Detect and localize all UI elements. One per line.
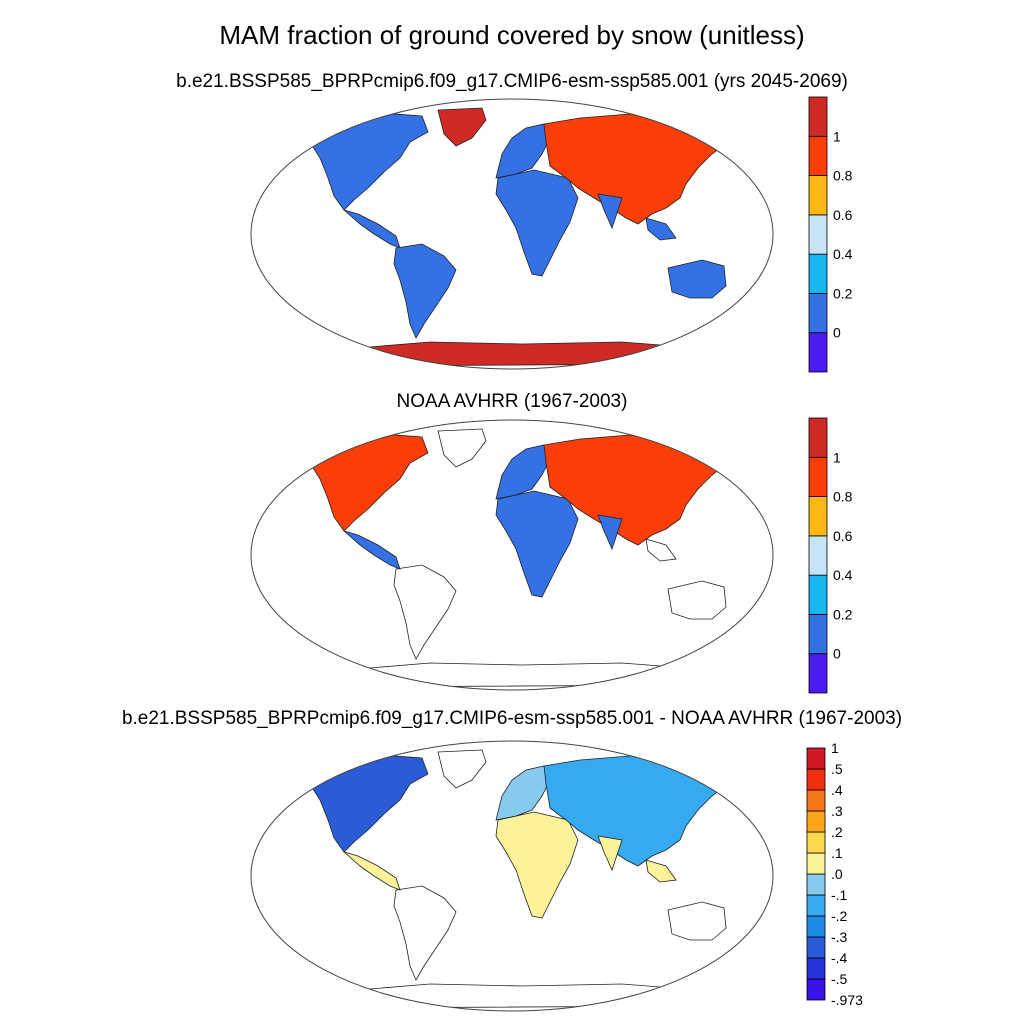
colorbar-segment <box>806 978 826 1001</box>
colorbar-segment <box>808 135 828 176</box>
colorbar-segment <box>806 873 826 896</box>
figure-title: MAM fraction of ground covered by snow (… <box>219 20 805 50</box>
colorbar-label: -.4 <box>831 950 848 966</box>
colorbar-segment <box>808 496 828 537</box>
landmass-aus <box>667 259 727 299</box>
landmass-afr <box>495 169 579 277</box>
map-panel-2 <box>250 419 774 691</box>
landmass-ant <box>331 341 707 367</box>
colorbar-segment <box>806 831 826 854</box>
landmass-sa <box>393 243 457 339</box>
colorbar-label: 0.4 <box>833 246 853 262</box>
map-outline <box>250 98 774 370</box>
colorbar-label: -.3 <box>831 929 848 945</box>
colorbar-label: -.5 <box>831 971 848 987</box>
landmass-afr <box>495 490 579 598</box>
colorbar-label: 0 <box>833 646 841 662</box>
landmass-afr <box>495 811 579 919</box>
panel-1-title: b.e21.BSSP585_BPRPcmip6.f09_g17.CMIP6-es… <box>176 71 848 92</box>
colorbar-label: .2 <box>831 824 843 840</box>
colorbar-label: .1 <box>831 845 843 861</box>
landmass-gl <box>437 749 487 789</box>
colorbar-segment <box>808 574 828 615</box>
colorbar-label: -.2 <box>831 908 848 924</box>
colorbar-segment <box>808 614 828 655</box>
landmass-ca <box>343 209 401 249</box>
colorbar-label: -.973 <box>831 992 863 1008</box>
colorbar-segment <box>808 96 828 137</box>
colorbar-segment <box>808 417 828 458</box>
colorbar-label: -.1 <box>831 887 848 903</box>
colorbar-segment <box>806 957 826 980</box>
colorbar-label: .0 <box>831 866 843 882</box>
landmass-sa <box>393 564 457 660</box>
panel-3-title: b.e21.BSSP585_BPRPcmip6.f09_g17.CMIP6-es… <box>121 708 903 729</box>
landmass-na <box>309 753 429 853</box>
colorbar-segment <box>808 653 828 694</box>
colorbar-label: 1 <box>833 128 841 144</box>
landmass-eur <box>495 123 551 179</box>
landmass-ant <box>331 983 707 1009</box>
colorbar-label: 0.8 <box>833 489 853 505</box>
colorbar-label: .5 <box>831 761 843 777</box>
landmass-sea <box>645 538 677 562</box>
landmass-na <box>309 432 429 532</box>
landmass-eur <box>495 765 551 821</box>
colorbar-segment <box>808 535 828 576</box>
landmass-eur <box>495 444 551 500</box>
colorbar-1: 0 0.2 0.4 0.6 0.8 1 <box>808 96 853 373</box>
map-outline <box>250 740 774 1012</box>
map-panel-3 <box>250 740 774 1012</box>
landmass-sa <box>393 885 457 981</box>
map-outline <box>250 419 774 691</box>
colorbar-3: -.973 -.5 -.4 -.3 -.2 -.1 .0 .1 .2 .3 .4 .5 1 <box>806 740 863 1008</box>
colorbar-label: 0.6 <box>833 207 853 223</box>
colorbar-label: 0.2 <box>833 285 853 301</box>
colorbar-segment <box>806 747 826 770</box>
landmass-sea <box>645 217 677 241</box>
colorbar-segment <box>806 789 826 812</box>
colorbar-segment <box>806 915 826 938</box>
landmass-ind <box>597 514 623 551</box>
colorbar-label: 0.6 <box>833 528 853 544</box>
colorbar-segment <box>806 768 826 791</box>
landmass-gl <box>437 107 487 147</box>
colorbar-segment <box>808 332 828 373</box>
panel-2-title: NOAA AVHRR (1967-2003) <box>396 391 628 412</box>
landmass-aus <box>667 580 727 620</box>
colorbar-segment <box>808 456 828 497</box>
colorbar-label: .3 <box>831 803 843 819</box>
map-panel-1 <box>250 98 774 370</box>
colorbar-segment <box>806 852 826 875</box>
colorbar-label: 0.8 <box>833 168 853 184</box>
landmass-ca <box>343 530 401 570</box>
colorbar-label: 0 <box>833 325 841 341</box>
colorbar-label: .4 <box>831 782 843 798</box>
colorbar-label: 1 <box>833 449 841 465</box>
colorbar-segment <box>806 894 826 917</box>
colorbar-segment <box>806 936 826 959</box>
landmass-ant <box>331 662 707 688</box>
colorbar-2: 0 0.2 0.4 0.6 0.8 1 <box>808 417 853 694</box>
colorbar-label: 0.2 <box>833 606 853 622</box>
colorbar-segment <box>808 214 828 255</box>
colorbar-segment <box>808 293 828 334</box>
colorbar-segment <box>808 253 828 294</box>
landmass-aus <box>667 901 727 941</box>
landmass-sea <box>645 859 677 883</box>
landmass-ind <box>597 193 623 230</box>
colorbar-segment <box>808 175 828 216</box>
colorbar-label: 1 <box>831 740 839 756</box>
landmass-gl <box>437 428 487 468</box>
colorbar-label: 0.4 <box>833 567 853 583</box>
landmass-ca <box>343 851 401 891</box>
landmass-na <box>309 111 429 211</box>
landmass-ind <box>597 835 623 872</box>
colorbar-segment <box>806 810 826 833</box>
